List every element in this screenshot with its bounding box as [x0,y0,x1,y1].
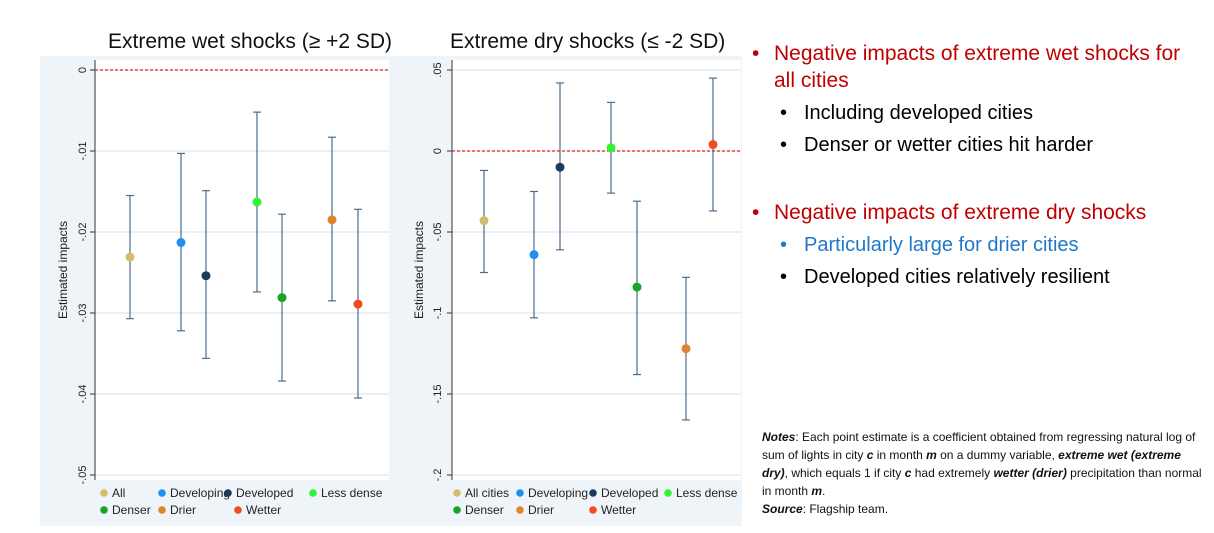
legend-label: Drier [528,503,554,517]
point-developing [529,250,539,260]
notes-text: precipitation than normal in month [762,466,1202,498]
legend-label: All cities [465,486,509,500]
legend-marker [453,489,461,497]
notes-text: on a dummy variable, [936,448,1059,462]
point-developed [201,271,211,281]
point-denser [632,282,642,292]
notes-text: , which equals 1 if city [784,466,905,480]
y-tick-label: -.02 [77,223,89,242]
legend-marker [453,506,461,514]
point-all [125,252,135,262]
notes-wetter-drier: wetter (drier) [993,466,1067,480]
dry-sub-bullet-1: • Particularly large for drier cities [780,232,1202,258]
dry-heading-bullet: • Negative impacts of extreme dry shocks [752,199,1202,226]
dry-chart-title: Extreme dry shocks (≤ -2 SD) [450,30,726,53]
wet-sub-bullet-2: • Denser or wetter cities hit harder [780,132,1202,158]
y-tick-label: 0 [432,148,444,154]
bullet-marker: • [752,42,760,65]
dry-sub-bullet-2: • Developed cities relatively resilient [780,264,1202,290]
point-all-cities [479,216,489,226]
bullet-marker: • [780,102,788,124]
point-developed [555,162,565,172]
notes-city-var: c [904,466,912,480]
y-axis-title: Estimated impacts [56,221,70,319]
source-text: : Flagship team. [802,502,889,516]
legend-label: Wetter [601,503,636,517]
point-denser [277,293,287,303]
dry-sub-text-2: Developed cities relatively resilient [804,266,1110,288]
key-findings: • Negative impacts of extreme wet shocks… [752,40,1202,294]
y-tick-label: .05 [432,62,444,77]
point-less-dense [606,143,616,153]
legend-marker [664,489,672,497]
wet-sub-text-1: Including developed cities [804,102,1034,124]
legend-marker [234,506,242,514]
dry-sub-text-1: Particularly large for drier cities [804,234,1079,256]
legend-label: Wetter [246,503,281,517]
legend-marker [100,489,108,497]
legend-label: Denser [112,503,151,517]
y-tick-label: 0 [77,67,89,73]
wet-heading-text: Negative impacts of extreme wet shocks f… [774,42,1181,92]
notes-month-var: m [811,484,823,498]
y-tick-label: -.05 [432,223,444,242]
bullet-marker: • [780,266,788,288]
wet-sub-bullet-1: • Including developed cities [780,100,1202,126]
notes-text: : Each point estimate is a coefficient o… [762,430,1196,462]
y-tick-label: -.04 [77,385,89,404]
y-tick-label: -.15 [432,385,444,404]
wet-heading-bullet: • Negative impacts of extreme wet shocks… [752,40,1202,94]
legend-marker [100,506,108,514]
plot-area [95,60,389,480]
source-label: Source [762,502,803,516]
notes-text: in month [873,448,927,462]
point-drier [327,215,337,225]
notes-text: had extremely [911,466,994,480]
y-tick-label: -.1 [432,307,444,320]
legend-marker [589,489,597,497]
legend-label: Denser [465,503,504,517]
dry-shocks-chart: .05 0 -.05 -.1 -.15 -.2 Estimated impacts All c… [396,56,742,526]
dry-heading-text: Negative impacts of extreme dry shocks [774,201,1147,224]
bullet-marker: • [780,234,788,256]
y-tick-label: -.05 [77,466,89,485]
legend-marker [158,506,166,514]
point-drier [681,344,691,354]
legend-marker [309,489,317,497]
notes-dummy-name: extreme wet (extreme dry) [762,448,1181,480]
legend-label: Less dense [676,486,738,500]
y-tick-label: -.03 [77,304,89,323]
notes-city-var: c [866,448,874,462]
y-tick-label: -.2 [432,469,444,482]
point-wetter [353,299,363,309]
legend-marker [224,489,232,497]
legend-marker [158,489,166,497]
point-less-dense [252,197,262,207]
legend-marker [589,506,597,514]
legend-marker [516,506,524,514]
wet-chart-title: Extreme wet shocks (≥ +2 SD) [108,30,393,53]
bullet-marker: • [752,201,760,224]
point-developing [176,238,186,248]
legend-label: Developed [236,486,293,500]
legend-label: Developed [601,486,658,500]
wet-shocks-chart: 0 -.01 -.02 -.03 -.04 -.05 Estimated impacts Al… [40,56,400,526]
plot-area [452,60,741,480]
point-wetter [708,140,718,150]
notes-label: Notes [762,430,796,444]
legend-label: Developing [528,486,588,500]
wet-sub-text-2: Denser or wetter cities hit harder [804,134,1094,156]
legend-label: Drier [170,503,196,517]
y-tick-label: -.01 [77,142,89,161]
y-axis-title: Estimated impacts [412,221,426,319]
bullet-marker: • [780,134,788,156]
legend-label: Less dense [321,486,383,500]
legend-label: Developing [170,486,230,500]
notes-block: Notes: Each point estimate is a coeffici… [762,428,1202,518]
legend-label: All [112,486,125,500]
notes-text: . [822,484,826,498]
notes-month-var: m [926,448,937,462]
legend-marker [516,489,524,497]
